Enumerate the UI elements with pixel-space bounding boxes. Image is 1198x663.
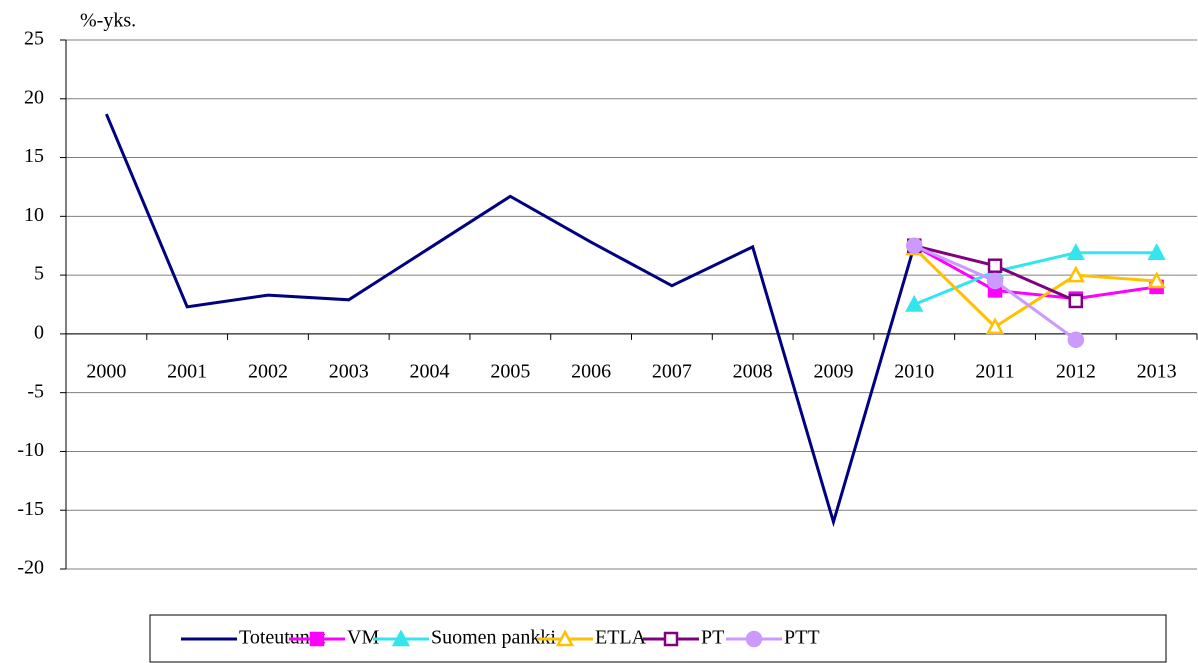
x-tick-label: 2001: [167, 360, 207, 382]
y-tick-label: 0: [34, 321, 44, 343]
legend-marker: [391, 629, 411, 647]
point: [987, 258, 1003, 273]
point: [1066, 265, 1085, 283]
y-tick-label: 20: [24, 86, 44, 108]
x-tick-label: 2003: [329, 360, 369, 382]
legend-marker: [745, 630, 763, 648]
series-line: [913, 246, 1157, 329]
legend-label: ETLA: [595, 627, 647, 649]
legend-label: Suomen pankki: [431, 627, 556, 649]
x-tick-label: 2011: [975, 360, 1014, 382]
series-line: [105, 113, 916, 528]
x-tick-label: 2004: [410, 360, 450, 382]
y-tick-label: 10: [24, 204, 44, 226]
point: [985, 317, 1005, 335]
y-tick-label: 15: [24, 145, 44, 167]
point: [1067, 331, 1085, 349]
y-tick-label: -5: [27, 380, 44, 402]
point: [1066, 243, 1085, 261]
y-tick-label: -10: [17, 439, 44, 461]
legend-label: VM: [347, 627, 379, 649]
y-tick-label: -15: [17, 498, 44, 520]
y-tick-label: -20: [17, 557, 44, 579]
point: [986, 272, 1004, 290]
point: [905, 294, 924, 312]
x-tick-label: 2008: [733, 360, 773, 382]
x-tick-label: 2010: [894, 360, 934, 382]
legend-marker: [663, 631, 679, 647]
legend-label: PT: [701, 627, 724, 649]
x-tick-label: 2013: [1137, 360, 1177, 382]
x-tick-label: 2000: [86, 360, 126, 382]
point: [906, 237, 923, 254]
legend-marker: [309, 631, 325, 647]
y-tick-label: 25: [24, 28, 44, 50]
legend-marker: [555, 629, 575, 647]
x-tick-label: 2006: [571, 360, 611, 382]
y-tick-label: 5: [34, 263, 44, 285]
x-tick-label: 2009: [813, 360, 853, 382]
legend-label: Toteutunut: [239, 627, 326, 649]
point: [1147, 243, 1166, 261]
x-tick-label: 2012: [1056, 360, 1096, 382]
point: [1068, 293, 1084, 309]
x-tick-label: 2007: [652, 360, 692, 382]
point: [1147, 271, 1166, 289]
y-axis-unit: %-yks.: [80, 10, 136, 32]
x-tick-label: 2005: [490, 360, 530, 382]
x-tick-label: 2002: [248, 360, 288, 382]
legend-label: PTT: [784, 627, 820, 649]
series-line: [913, 244, 1157, 301]
